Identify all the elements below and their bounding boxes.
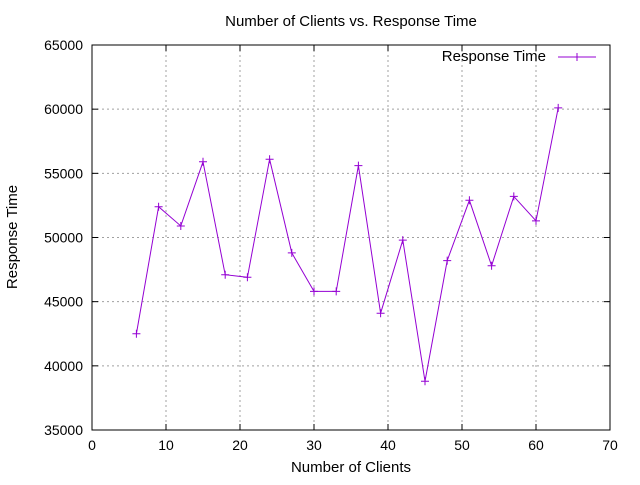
x-tick-label: 0 bbox=[88, 437, 96, 453]
data-point-marker bbox=[509, 192, 518, 201]
data-point-marker bbox=[265, 155, 274, 164]
x-tick-label: 10 bbox=[158, 437, 174, 453]
data-point-marker bbox=[376, 309, 385, 318]
data-point-marker bbox=[243, 273, 252, 282]
tick-labels: 0 10 20 30 40 50 60 70 35000 40000 45000 50000 55000… bbox=[44, 37, 618, 453]
series-layer bbox=[132, 103, 563, 386]
y-tick-label: 60000 bbox=[44, 101, 83, 117]
data-point-marker bbox=[465, 196, 474, 205]
grid bbox=[92, 45, 610, 430]
data-point-marker bbox=[221, 270, 230, 279]
x-tick-label: 20 bbox=[232, 437, 248, 453]
data-point-marker bbox=[421, 377, 429, 386]
data-point-marker bbox=[199, 157, 207, 166]
data-point-marker bbox=[354, 161, 363, 170]
data-point-marker bbox=[287, 248, 296, 257]
x-tick-label: 60 bbox=[528, 437, 544, 453]
data-point-marker bbox=[310, 287, 318, 296]
series-line bbox=[135, 107, 559, 382]
y-tick-label: 35000 bbox=[44, 422, 83, 438]
y-tick-label: 65000 bbox=[44, 37, 83, 53]
plot-frame bbox=[91, 44, 611, 431]
x-tick-label: 50 bbox=[454, 437, 470, 453]
data-point-marker bbox=[443, 256, 452, 265]
legend: Response Time bbox=[442, 48, 596, 65]
y-tick-label: 45000 bbox=[44, 294, 83, 310]
data-point-marker bbox=[554, 103, 563, 112]
data-point-marker bbox=[487, 261, 496, 270]
y-tick-label: 40000 bbox=[44, 358, 83, 374]
x-tick-label: 30 bbox=[306, 437, 322, 453]
y-tick-label: 50000 bbox=[44, 230, 83, 246]
data-point-marker bbox=[398, 236, 407, 245]
y-tick-label: 55000 bbox=[44, 165, 83, 181]
data-point-marker bbox=[154, 202, 163, 211]
chart-title: Number of Clients vs. Response Time bbox=[225, 13, 477, 30]
x-tick-label: 70 bbox=[602, 437, 618, 453]
data-point-marker bbox=[176, 221, 185, 230]
legend-entry-label: Response Time bbox=[442, 48, 546, 65]
data-point-marker bbox=[532, 216, 540, 225]
x-tick-label: 40 bbox=[380, 437, 396, 453]
data-point-marker bbox=[332, 287, 341, 296]
y-axis-label: Response Time bbox=[4, 185, 21, 289]
x-axis-label: Number of Clients bbox=[291, 459, 411, 476]
data-point-marker bbox=[132, 329, 141, 338]
legend-entry-marker bbox=[573, 53, 581, 61]
